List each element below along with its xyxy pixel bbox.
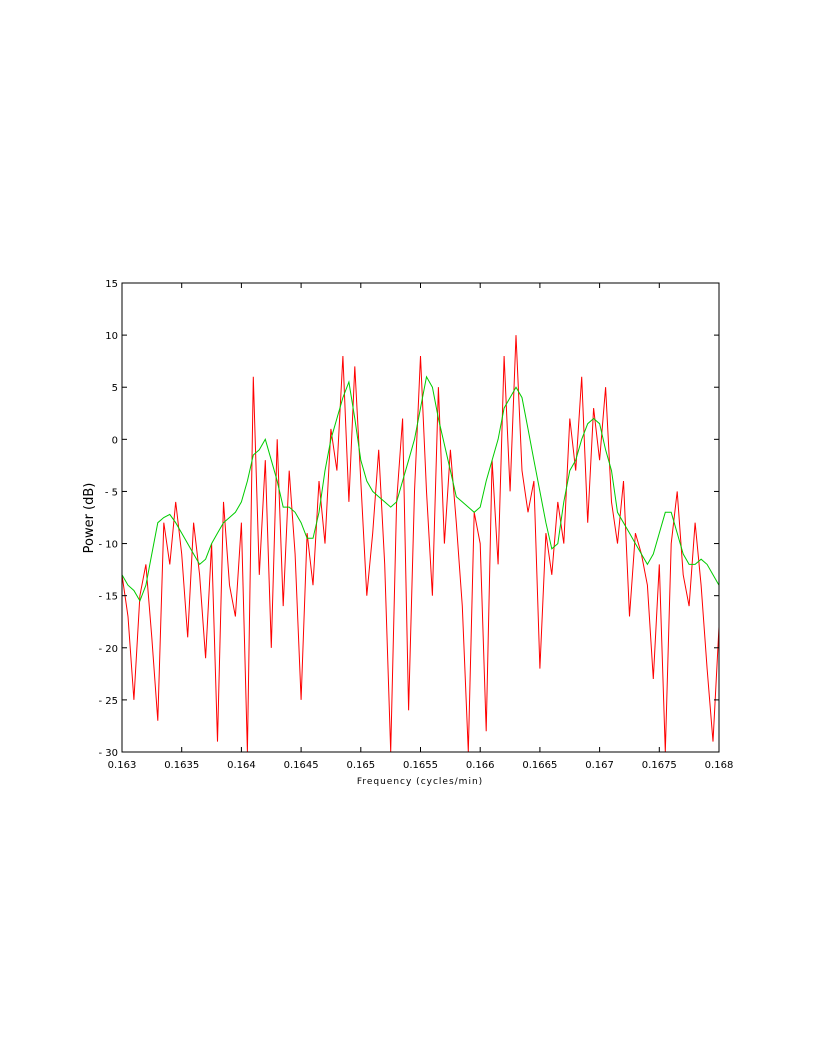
y-tick-label: - 20 [98, 644, 118, 655]
y-axis-label: Power (dB) [82, 483, 97, 554]
x-tick-label: 0.1655 [403, 760, 438, 771]
y-tick-label: - 10 [98, 540, 118, 551]
x-tick-label: 0.1635 [164, 760, 199, 771]
tick-layer: 0.163 0.1635 0.164 0.1645 0.165 0.1655 0.166 0.… [98, 279, 733, 771]
x-tick-label: 0.163 [108, 760, 137, 771]
series-line-1 [121, 335, 720, 753]
x-tick-label: 0.164 [227, 760, 256, 771]
plot-area [122, 283, 719, 752]
x-axis-label: Frequency (cycles/min) [357, 777, 483, 787]
x-tick-label: 0.1645 [284, 760, 319, 771]
x-tick-label: 0.165 [346, 760, 375, 771]
y-tick-label: 10 [105, 331, 118, 342]
y-tick-label: - 30 [98, 748, 118, 759]
y-tick-label: 0 [112, 435, 118, 446]
y-tick-label: - 15 [98, 592, 118, 603]
x-tick-label: 0.1675 [642, 760, 677, 771]
y-tick-label: 15 [105, 279, 118, 290]
y-tick-label: 5 [112, 383, 118, 394]
y-tick-label: - 25 [98, 696, 118, 707]
x-tick-label: 0.1665 [522, 760, 557, 771]
y-tick-label: - 5 [105, 487, 118, 498]
x-tick-label: 0.168 [705, 760, 734, 771]
x-tick-label: 0.167 [585, 760, 614, 771]
series-line-2 [121, 375, 720, 603]
series-layer [121, 335, 720, 753]
x-tick-label: 0.166 [466, 760, 495, 771]
